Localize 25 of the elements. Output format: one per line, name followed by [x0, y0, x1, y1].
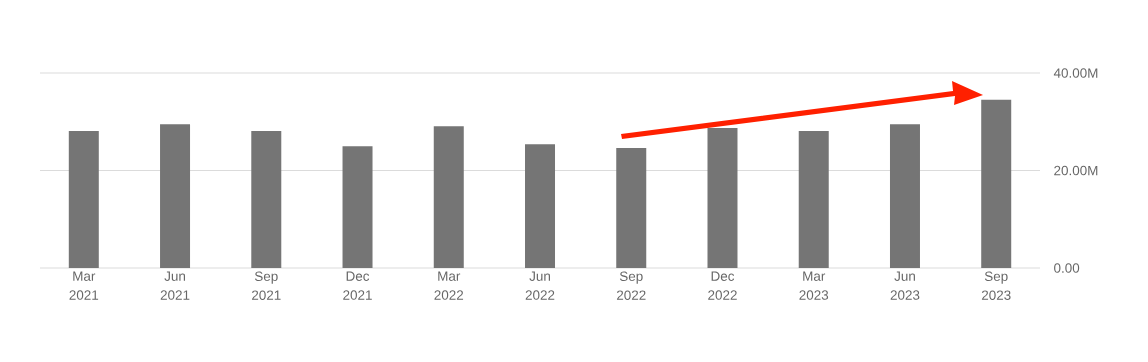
bar [433, 126, 464, 268]
x-tick-label: Sep 2021 [251, 271, 281, 300]
x-tick-label: Jun 2023 [890, 271, 920, 300]
bar [889, 124, 920, 268]
x-tick-label: Mar 2021 [69, 271, 99, 300]
bar [160, 124, 191, 268]
y-tick-label: 40.00M [1053, 68, 1098, 78]
x-tick-label: Jun 2022 [525, 271, 555, 300]
x-tick-label: Mar 2022 [434, 271, 464, 300]
x-tick-label: Mar 2023 [799, 271, 829, 300]
x-tick-label: Sep 2023 [981, 271, 1011, 300]
bar [342, 146, 373, 268]
bar [981, 99, 1012, 268]
bar [68, 131, 99, 268]
y-tick-label: 20.00M [1054, 165, 1098, 176]
x-tick-label: Jun 2021 [160, 271, 190, 300]
bar [251, 131, 282, 268]
bar [707, 128, 738, 268]
x-tick-label: Dec 2022 [708, 271, 737, 300]
x-tick-label: Sep 2022 [616, 271, 646, 300]
x-tick-label: Dec 2021 [343, 271, 372, 300]
bar [525, 144, 556, 268]
bar [616, 148, 647, 268]
y-tick-label: 0.00 [1054, 263, 1080, 273]
bar [798, 131, 829, 268]
